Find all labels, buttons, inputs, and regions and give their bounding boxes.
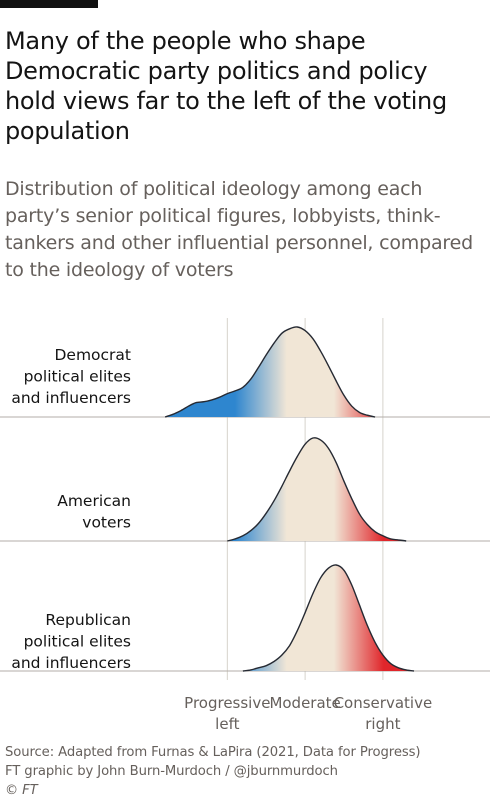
top-accent-bar [0,0,98,8]
x-tick-label-1-0: Moderate [269,694,340,712]
density-area-2 [242,564,414,671]
ridgeline-chart: Democrat political elites and influencers A… [0,318,490,733]
density-curve-0 [164,326,376,418]
source-note: Source: Adapted from Furnas & LaPira (20… [5,745,421,760]
ridge-group-1: American voters [0,437,490,542]
series-label-2-2: and influencers [11,654,131,672]
series-label-2-1: political elites [24,633,131,651]
density-curve-2 [242,564,415,672]
source-block: Source: Adapted from Furnas & LaPira (20… [5,743,490,800]
x-tick-label-0-1: left [215,715,239,733]
x-tick-label-2-1: right [365,715,400,733]
chart-title: Many of the people who shape Democratic … [5,27,447,145]
x-tick-label-0-0: Progressive [184,694,270,712]
series-label-0-2: and influencers [11,389,131,407]
density-area-0 [165,326,376,417]
graphic-credit: FT graphic by John Burn-Murdoch / @jburn… [5,764,338,779]
density-curve-1 [227,437,407,542]
series-label-0-1: political elites [24,368,131,386]
density-area-1 [227,437,407,541]
copyright: © FT [5,783,38,798]
series-label-0-0: Democrat [54,346,131,364]
series-label-2-0: Republican [45,611,131,629]
series-label-1-0: American [57,492,131,510]
x-tick-label-2-0: Conservative [334,694,433,712]
ridge-group-2: Republican political elites and influencer… [0,564,490,672]
chart-subtitle: Distribution of political ideology among… [5,178,473,281]
series-label-1-1: voters [82,514,131,532]
ridge-group-0: Democrat political elites and influencers [0,326,490,418]
